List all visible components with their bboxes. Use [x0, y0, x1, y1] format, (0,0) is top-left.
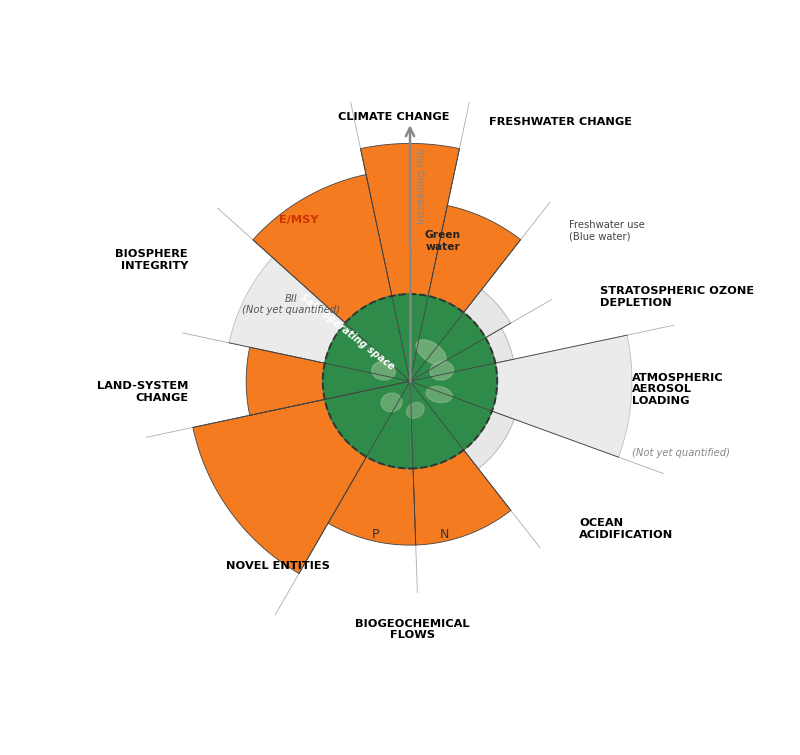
- Polygon shape: [413, 450, 511, 545]
- Text: LAND-SYSTEM
CHANGE: LAND-SYSTEM CHANGE: [97, 381, 188, 402]
- Text: STRATOSPHERIC OZONE
DEPLETION: STRATOSPHERIC OZONE DEPLETION: [600, 286, 754, 307]
- Polygon shape: [464, 411, 514, 469]
- Ellipse shape: [416, 340, 446, 365]
- Polygon shape: [464, 290, 510, 337]
- Text: BIOGEOCHEMICAL
FLOWS: BIOGEOCHEMICAL FLOWS: [355, 619, 470, 640]
- Polygon shape: [492, 335, 632, 458]
- Ellipse shape: [406, 402, 424, 418]
- Text: ATMOSPHERIC
AEROSOL
LOADING: ATMOSPHERIC AEROSOL LOADING: [632, 373, 723, 405]
- Text: BII
(Not yet quantified): BII (Not yet quantified): [242, 294, 340, 316]
- Polygon shape: [328, 457, 416, 545]
- Text: Green
water: Green water: [425, 230, 461, 252]
- Polygon shape: [229, 257, 345, 363]
- Ellipse shape: [381, 393, 402, 411]
- Text: N: N: [440, 528, 449, 541]
- Polygon shape: [193, 399, 366, 574]
- Ellipse shape: [426, 387, 452, 402]
- Polygon shape: [486, 328, 514, 363]
- Circle shape: [322, 294, 498, 468]
- Text: E/MSY: E/MSY: [279, 215, 318, 225]
- Text: NOVEL ENTITIES: NOVEL ENTITIES: [226, 561, 330, 572]
- Text: OCEAN
ACIDIFICATION: OCEAN ACIDIFICATION: [579, 519, 674, 540]
- Polygon shape: [361, 143, 459, 296]
- Text: Increasing risk: Increasing risk: [417, 148, 427, 223]
- Text: (Not yet quantified): (Not yet quantified): [632, 448, 730, 458]
- Polygon shape: [428, 205, 521, 313]
- Text: Safe operating space: Safe operating space: [298, 292, 396, 371]
- Text: CLIMATE CHANGE: CLIMATE CHANGE: [338, 112, 450, 122]
- Text: FRESHWATER CHANGE: FRESHWATER CHANGE: [490, 117, 632, 128]
- Polygon shape: [246, 347, 325, 415]
- Text: Freshwater use
(Blue water): Freshwater use (Blue water): [569, 220, 645, 242]
- Polygon shape: [253, 174, 392, 323]
- Ellipse shape: [372, 362, 395, 380]
- Ellipse shape: [430, 362, 454, 380]
- Text: P: P: [372, 528, 379, 541]
- Text: BIOSPHERE
INTEGRITY: BIOSPHERE INTEGRITY: [115, 249, 188, 270]
